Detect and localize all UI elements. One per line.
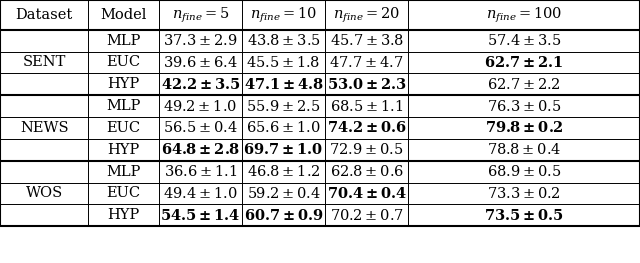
Text: $78.8 \pm 0.4$: $78.8 \pm 0.4$ bbox=[487, 142, 561, 157]
Text: MLP: MLP bbox=[106, 165, 141, 179]
Text: $43.8 \pm 3.5$: $43.8 \pm 3.5$ bbox=[246, 33, 321, 48]
Text: $49.4 \pm 1.0$: $49.4 \pm 1.0$ bbox=[163, 186, 237, 201]
Text: EUC: EUC bbox=[106, 55, 141, 69]
Text: EUC: EUC bbox=[106, 121, 141, 135]
Text: $36.6 \pm 1.1$: $36.6 \pm 1.1$ bbox=[164, 164, 237, 179]
Text: $46.8 \pm 1.2$: $46.8 \pm 1.2$ bbox=[247, 164, 320, 179]
Text: $47.7 \pm 4.7$: $47.7 \pm 4.7$ bbox=[330, 55, 404, 70]
Text: $55.9 \pm 2.5$: $55.9 \pm 2.5$ bbox=[246, 99, 321, 114]
Text: $68.5 \pm 1.1$: $68.5 \pm 1.1$ bbox=[330, 99, 403, 114]
Text: $70.2 \pm 0.7$: $70.2 \pm 0.7$ bbox=[330, 208, 404, 223]
Text: $\mathbf{70.4 \pm 0.4}$: $\mathbf{70.4 \pm 0.4}$ bbox=[326, 186, 407, 201]
Text: $45.5 \pm 1.8$: $45.5 \pm 1.8$ bbox=[246, 55, 321, 70]
Text: $76.3 \pm 0.5$: $76.3 \pm 0.5$ bbox=[487, 99, 561, 114]
Text: $\mathbf{47.1 \pm 4.8}$: $\mathbf{47.1 \pm 4.8}$ bbox=[244, 77, 323, 92]
Text: $49.2 \pm 1.0$: $49.2 \pm 1.0$ bbox=[163, 99, 237, 114]
Text: SENT: SENT bbox=[22, 55, 66, 69]
Text: NEWS: NEWS bbox=[20, 121, 68, 135]
Text: MLP: MLP bbox=[106, 34, 141, 48]
Text: $\mathbf{62.7 \pm 2.1}$: $\mathbf{62.7 \pm 2.1}$ bbox=[484, 55, 564, 70]
Text: $72.9 \pm 0.5$: $72.9 \pm 0.5$ bbox=[330, 142, 404, 157]
Text: $73.3 \pm 0.2$: $73.3 \pm 0.2$ bbox=[487, 186, 561, 201]
Text: $37.3 \pm 2.9$: $37.3 \pm 2.9$ bbox=[163, 33, 237, 48]
Text: $62.7 \pm 2.2$: $62.7 \pm 2.2$ bbox=[487, 77, 561, 92]
Text: $62.8 \pm 0.6$: $62.8 \pm 0.6$ bbox=[330, 164, 404, 179]
Text: $45.7 \pm 3.8$: $45.7 \pm 3.8$ bbox=[330, 33, 404, 48]
Text: $n_{fine} = 100$: $n_{fine} = 100$ bbox=[486, 5, 563, 24]
Text: $57.4 \pm 3.5$: $57.4 \pm 3.5$ bbox=[487, 33, 561, 48]
Text: $59.2 \pm 0.4$: $59.2 \pm 0.4$ bbox=[246, 186, 321, 201]
Text: Dataset: Dataset bbox=[15, 8, 73, 22]
Text: $\mathbf{73.5 \pm 0.5}$: $\mathbf{73.5 \pm 0.5}$ bbox=[484, 208, 564, 223]
Text: $n_{fine} = 20$: $n_{fine} = 20$ bbox=[333, 5, 400, 24]
Text: $68.9 \pm 0.5$: $68.9 \pm 0.5$ bbox=[487, 164, 561, 179]
Text: HYP: HYP bbox=[108, 77, 140, 91]
Text: $39.6 \pm 6.4$: $39.6 \pm 6.4$ bbox=[163, 55, 237, 70]
Text: $\mathbf{54.5 \pm 1.4}$: $\mathbf{54.5 \pm 1.4}$ bbox=[160, 208, 241, 223]
Text: WOS: WOS bbox=[26, 186, 63, 200]
Text: $\mathbf{69.7 \pm 1.0}$: $\mathbf{69.7 \pm 1.0}$ bbox=[243, 142, 324, 157]
Text: EUC: EUC bbox=[106, 186, 141, 200]
Text: $65.6 \pm 1.0$: $65.6 \pm 1.0$ bbox=[246, 120, 321, 135]
Text: $\mathbf{74.2 \pm 0.6}$: $\mathbf{74.2 \pm 0.6}$ bbox=[327, 120, 406, 135]
Text: HYP: HYP bbox=[108, 143, 140, 157]
Text: $\mathbf{53.0 \pm 2.3}$: $\mathbf{53.0 \pm 2.3}$ bbox=[327, 77, 406, 92]
Text: HYP: HYP bbox=[108, 208, 140, 222]
Text: $\mathbf{64.8 \pm 2.8}$: $\mathbf{64.8 \pm 2.8}$ bbox=[161, 142, 240, 157]
Text: $n_{fine} = 10$: $n_{fine} = 10$ bbox=[250, 5, 317, 24]
Text: $\mathbf{42.2 \pm 3.5}$: $\mathbf{42.2 \pm 3.5}$ bbox=[161, 77, 240, 92]
Text: $\mathbf{79.8 \pm 0.2}$: $\mathbf{79.8 \pm 0.2}$ bbox=[485, 120, 563, 135]
Text: MLP: MLP bbox=[106, 99, 141, 113]
Text: $56.5 \pm 0.4$: $56.5 \pm 0.4$ bbox=[163, 120, 237, 135]
Text: Model: Model bbox=[100, 8, 147, 22]
Text: $\mathbf{60.7 \pm 0.9}$: $\mathbf{60.7 \pm 0.9}$ bbox=[244, 208, 323, 223]
Text: $n_{fine} = 5$: $n_{fine} = 5$ bbox=[172, 5, 229, 24]
